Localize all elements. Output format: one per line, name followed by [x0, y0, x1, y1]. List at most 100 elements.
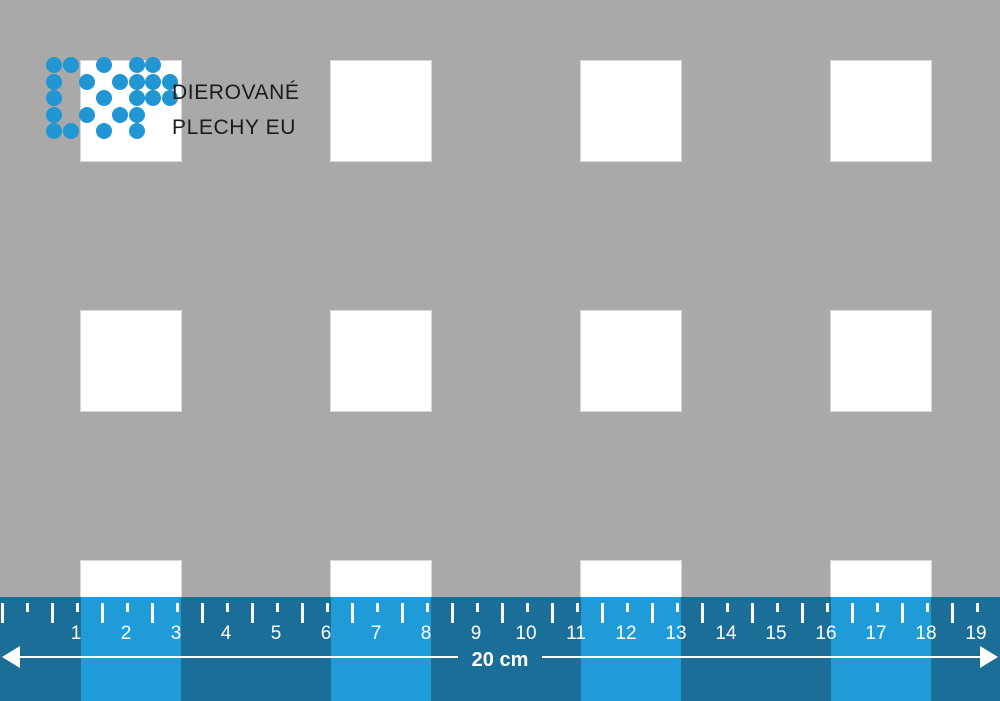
square-perforation-hole — [581, 61, 681, 161]
ruler-number-label: 19 — [965, 623, 987, 644]
ruler-number-label: 17 — [865, 623, 887, 644]
ruler-number-label: 16 — [815, 623, 837, 644]
ruler-number-label: 3 — [170, 623, 182, 644]
brand-name-line-2: PLECHY EU — [172, 116, 297, 139]
ruler-number-label: 18 — [915, 623, 937, 644]
ruler-tick-minor — [226, 603, 229, 612]
ruler-tick-major — [851, 603, 854, 623]
ruler-tick-minor — [476, 603, 479, 612]
logo-dot — [79, 73, 95, 90]
logo-dot — [62, 123, 79, 139]
measure-span-value: 20 cm — [457, 649, 543, 671]
brand-logo-text: DIEROVANÉ PLECHY EU — [172, 75, 372, 145]
ruler-tick-major — [901, 603, 904, 623]
arrow-right-icon — [980, 646, 998, 668]
ruler-tick-minor — [626, 603, 629, 612]
logo-dot — [161, 90, 178, 106]
square-perforation-hole — [81, 311, 181, 411]
ruler-tick-major — [251, 603, 254, 623]
logo-dot — [145, 90, 161, 106]
ruler-tick-major — [1, 603, 4, 623]
logo-dot — [128, 73, 145, 90]
logo-dot — [95, 123, 112, 139]
ruler-tick-major — [651, 603, 654, 623]
logo-dot — [112, 73, 128, 90]
ruler-number-label: 1 — [70, 623, 82, 644]
ruler-number-label: 15 — [765, 623, 787, 644]
ruler-tick-minor — [176, 603, 179, 612]
ruler-tick-minor — [126, 603, 129, 612]
logo-dot — [95, 90, 112, 106]
arrow-left-icon — [2, 646, 20, 668]
ruler-tick-major — [351, 603, 354, 623]
ruler-number-label: 14 — [715, 623, 737, 644]
ruler-tick-minor — [576, 603, 579, 612]
logo-dot — [128, 57, 145, 73]
logo-dot — [46, 73, 62, 90]
ruler-highlight-band — [831, 597, 931, 701]
logo-dot — [128, 106, 145, 123]
ruler-number-label: 13 — [665, 623, 687, 644]
ruler-number-label: 2 — [120, 623, 132, 644]
square-perforation-hole — [831, 61, 931, 161]
ruler-tick-major — [401, 603, 404, 623]
dot-matrix-logo-icon — [46, 57, 178, 139]
scale-ruler: 1 2 3 4 5 6 7 8 9 10 11 12 13 14 15 16 17 18 19 20 cm — [0, 597, 1000, 701]
ruler-tick-major — [151, 603, 154, 623]
ruler-tick-minor — [926, 603, 929, 612]
ruler-number-label: 4 — [220, 623, 232, 644]
logo-dot — [145, 57, 161, 73]
ruler-highlight-band — [331, 597, 431, 701]
ruler-tick-major — [751, 603, 754, 623]
ruler-highlight-band — [81, 597, 181, 701]
ruler-tick-major — [501, 603, 504, 623]
logo-dot — [79, 106, 95, 123]
ruler-tick-major — [101, 603, 104, 623]
brand-logo: DIEROVANÉ PLECHY EU — [46, 57, 336, 143]
ruler-tick-minor — [826, 603, 829, 612]
logo-dot — [161, 73, 178, 90]
ruler-highlight-band — [581, 597, 681, 701]
ruler-tick-minor — [26, 603, 29, 612]
logo-dot — [46, 106, 62, 123]
square-perforation-hole — [581, 311, 681, 411]
ruler-tick-minor — [976, 603, 979, 612]
ruler-tick-minor — [376, 603, 379, 612]
ruler-tick-major — [551, 603, 554, 623]
ruler-number-label: 6 — [320, 623, 332, 644]
square-perforation-hole — [331, 311, 431, 411]
ruler-tick-major — [801, 603, 804, 623]
logo-dot — [46, 123, 62, 139]
logo-dot — [46, 90, 62, 106]
brand-name-line-1: DIEROVANÉ — [172, 81, 300, 104]
ruler-tick-minor — [776, 603, 779, 612]
ruler-tick-minor — [726, 603, 729, 612]
ruler-tick-minor — [276, 603, 279, 612]
logo-dot — [128, 90, 145, 106]
ruler-tick-major — [51, 603, 54, 623]
ruler-tick-major — [601, 603, 604, 623]
ruler-tick-minor — [76, 603, 79, 612]
ruler-number-label: 8 — [420, 623, 432, 644]
ruler-number-label: 5 — [270, 623, 282, 644]
ruler-number-label: 12 — [615, 623, 637, 644]
square-perforation-hole — [331, 61, 431, 161]
ruler-tick-minor — [426, 603, 429, 612]
logo-dot — [95, 57, 112, 73]
ruler-tick-major — [301, 603, 304, 623]
logo-dot — [62, 57, 79, 73]
measure-span-label: 20 cm — [0, 647, 1000, 673]
logo-dot — [145, 73, 161, 90]
ruler-number-label: 9 — [470, 623, 482, 644]
ruler-tick-major — [451, 603, 454, 623]
ruler-tick-minor — [876, 603, 879, 612]
ruler-number-label: 10 — [515, 623, 537, 644]
ruler-tick-minor — [526, 603, 529, 612]
ruler-tick-major — [701, 603, 704, 623]
ruler-number-label: 7 — [370, 623, 382, 644]
square-perforation-hole — [831, 311, 931, 411]
ruler-tick-minor — [326, 603, 329, 612]
logo-dot — [128, 123, 145, 139]
ruler-tick-major — [201, 603, 204, 623]
